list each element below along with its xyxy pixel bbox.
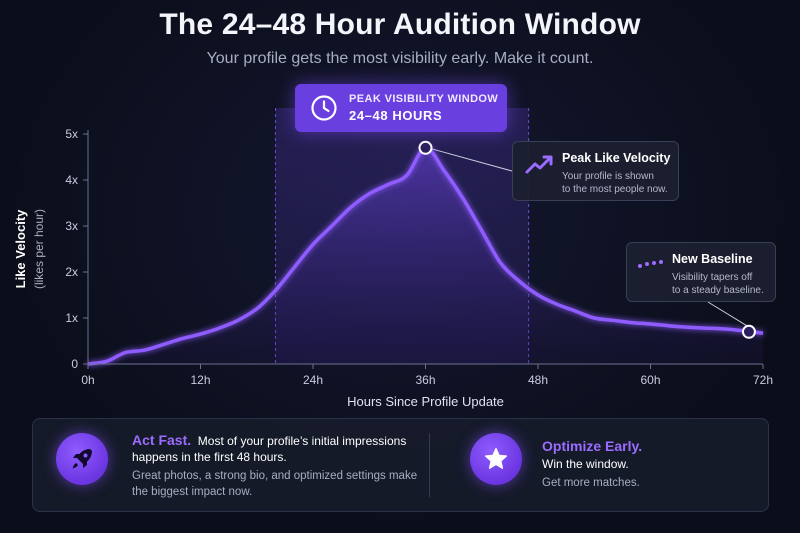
x-tick-label: 24h [303,373,323,387]
optimize-early-block: Optimize Early. Win the window. Get more… [542,438,742,491]
x-tick-label: 12h [190,373,210,387]
baseline-callout-leader [707,301,748,327]
optimize-early-headline: Optimize Early. [542,438,643,454]
peak-callout-body-line2: to the most people now. [562,184,668,195]
peak-callout-body-line1: Your profile is shown [562,171,654,182]
x-tick-label: 0h [81,373,94,387]
tips-panel: Act Fast. Most of your profile’s initial… [32,418,769,512]
clock-icon [311,95,337,121]
y-axis-label: Like Velocity [13,209,28,289]
x-tick-label: 48h [528,373,548,387]
trending-up-icon [525,155,553,174]
baseline-callout-title: New Baseline [672,252,753,266]
page-subtitle: Your profile gets the most visibility ea… [206,50,594,67]
baseline-callout: New Baseline Visibility tapers off to a … [626,242,776,302]
peak-callout: Peak Like Velocity Your profile is shown… [512,141,679,201]
chart: 0 1x 2x 3x 4x 5x 0h 12h 24h 36h 48h 60h 72h Hours S… [13,108,774,409]
baseline-callout-body-line2: to a steady baseline. [672,285,764,296]
page-title: The 24–48 Hour Audition Window [159,8,641,41]
optimize-early-lead: Win the window. [542,457,629,471]
rocket-icon [56,433,108,485]
y-tick-label: 1x [65,311,78,325]
y-tick-label: 0 [71,357,78,371]
x-tick-label: 60h [640,373,660,387]
optimize-early-detail: Get more matches. [542,477,640,489]
x-tick-label: 72h [753,373,773,387]
peak-window-range: 24–48 HOURS [349,108,443,123]
peak-marker [418,140,433,155]
peak-window-label: PEAK VISIBILITY WINDOW [349,93,499,105]
dots-icon [638,260,663,268]
y-tick-label: 5x [65,127,78,141]
baseline-marker [741,324,756,339]
star-icon [470,433,522,485]
act-fast-headline: Act Fast. [132,432,192,448]
x-tick-label: 36h [415,373,435,387]
peak-callout-title: Peak Like Velocity [562,151,671,165]
y-tick-label: 3x [65,219,78,233]
act-fast-block: Act Fast. Most of your profile’s initial… [132,432,422,500]
peak-window-badge: PEAK VISIBILITY WINDOW 24–48 HOURS [295,84,507,132]
y-axis-sublabel: (likes per hour) [32,209,46,289]
y-tick-label: 2x [65,265,78,279]
x-axis-label: Hours Since Profile Update [347,394,504,409]
baseline-callout-body-line1: Visibility tapers off [672,272,753,283]
panel-divider [429,433,430,497]
act-fast-detail: Great photos, a strong bio, and optimize… [132,470,418,498]
y-tick-label: 4x [65,173,78,187]
peak-callout-leader [431,148,513,172]
act-fast-lead: Most of your profile’s initial impressio… [132,434,407,464]
